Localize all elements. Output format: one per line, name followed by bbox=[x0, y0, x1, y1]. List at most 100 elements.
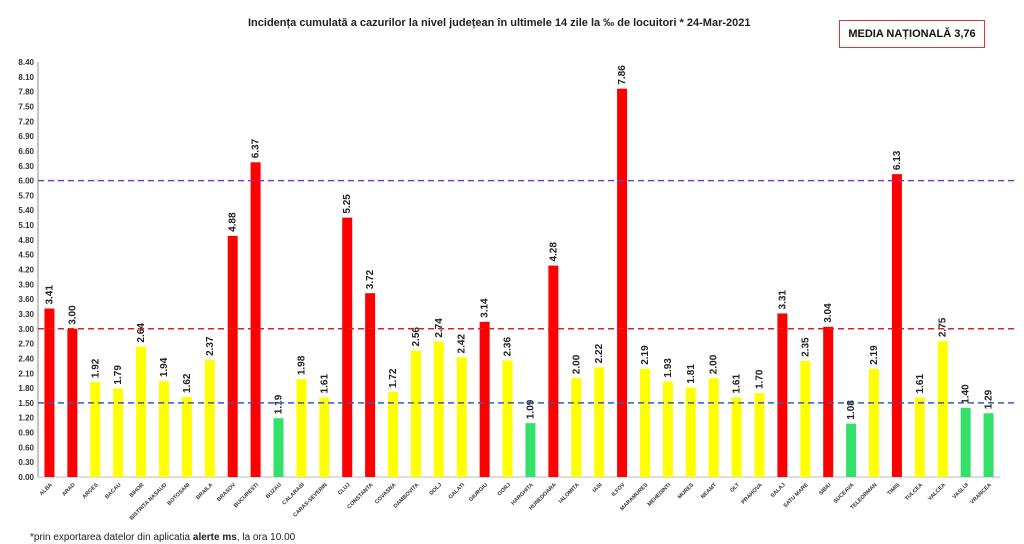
bar bbox=[44, 308, 55, 477]
bar bbox=[502, 360, 513, 477]
data-label: 1.61 bbox=[732, 374, 743, 394]
data-label: 4.88 bbox=[228, 212, 239, 232]
y-tick-label: 5.70 bbox=[18, 191, 34, 200]
bar bbox=[158, 381, 169, 477]
bar bbox=[639, 368, 650, 477]
bar bbox=[479, 321, 490, 477]
data-label: 1.94 bbox=[159, 357, 170, 377]
data-label: 1.29 bbox=[984, 389, 995, 409]
y-tick-label: 3.60 bbox=[18, 295, 34, 304]
x-tick-label: CLUJ bbox=[337, 482, 351, 496]
x-tick-label: BRASOV bbox=[216, 482, 237, 503]
x-tick-label: SATU MARE bbox=[783, 482, 810, 509]
x-tick-label: HARGHITA bbox=[510, 482, 534, 506]
data-label: 1.62 bbox=[182, 373, 193, 393]
bar bbox=[388, 392, 399, 477]
data-label: 1.92 bbox=[90, 358, 101, 378]
x-tick-label: BRAILA bbox=[195, 482, 214, 501]
y-tick-label: 8.40 bbox=[18, 58, 34, 67]
data-label: 1.61 bbox=[319, 374, 330, 394]
footnote-prefix: *prin exportarea datelor din aplicatia bbox=[30, 532, 193, 543]
data-label: 1.61 bbox=[915, 374, 926, 394]
x-tick-label: COVASNA bbox=[374, 482, 397, 505]
bar bbox=[204, 359, 215, 477]
data-label: 2.42 bbox=[457, 334, 468, 354]
y-tick-label: 1.20 bbox=[18, 414, 34, 423]
bar bbox=[891, 174, 902, 477]
bar bbox=[960, 407, 971, 477]
x-tick-label: MURES bbox=[677, 482, 696, 501]
x-tick-label: ARAD bbox=[61, 482, 76, 497]
data-label: 1.08 bbox=[846, 400, 857, 420]
y-tick-label: 6.90 bbox=[18, 132, 34, 141]
data-label: 2.19 bbox=[640, 345, 651, 365]
y-tick-label: 2.10 bbox=[18, 369, 34, 378]
x-tick-label: SALAJ bbox=[770, 482, 787, 499]
data-label: 2.00 bbox=[571, 354, 582, 374]
x-tick-label: TULCEA bbox=[904, 482, 924, 502]
y-tick-label: 4.50 bbox=[18, 251, 34, 260]
y-tick-label: 0.00 bbox=[18, 473, 34, 482]
y-tick-label: 5.40 bbox=[18, 206, 34, 215]
y-tick-label: 5.10 bbox=[18, 221, 34, 230]
x-tick-label: BUZAU bbox=[265, 482, 283, 500]
bar bbox=[365, 293, 376, 477]
data-label: 2.74 bbox=[434, 318, 445, 338]
bar bbox=[777, 313, 788, 477]
x-tick-label: DOLJ bbox=[429, 482, 444, 497]
y-tick-label: 7.80 bbox=[18, 88, 34, 97]
data-label: 1.19 bbox=[274, 394, 285, 414]
x-tick-label: VRANCEA bbox=[969, 482, 992, 505]
bar bbox=[319, 397, 330, 477]
x-tick-label: SUCEAVA bbox=[833, 482, 856, 505]
bar bbox=[113, 388, 124, 477]
bar bbox=[800, 360, 811, 477]
x-tick-label: ARGES bbox=[82, 482, 100, 500]
y-tick-label: 3.30 bbox=[18, 310, 34, 319]
bar bbox=[685, 387, 696, 477]
x-tick-label: IALOMITA bbox=[558, 482, 581, 505]
data-label: 4.28 bbox=[548, 242, 559, 262]
data-label: 7.86 bbox=[617, 65, 628, 85]
data-label: 3.00 bbox=[67, 305, 78, 325]
bar bbox=[846, 423, 857, 477]
data-label: 6.37 bbox=[251, 138, 262, 158]
data-label: 1.79 bbox=[113, 365, 124, 385]
footnote-bold: alerte ms bbox=[192, 532, 237, 543]
bar bbox=[296, 379, 307, 477]
bar bbox=[571, 378, 582, 477]
y-tick-label: 6.60 bbox=[18, 147, 34, 156]
y-tick-label: 7.50 bbox=[18, 102, 34, 111]
bar bbox=[594, 367, 605, 477]
footnote: *prin exportarea datelor din aplicatia a… bbox=[30, 532, 295, 543]
y-tick-label: 2.70 bbox=[18, 340, 34, 349]
y-tick-label: 2.40 bbox=[18, 354, 34, 363]
x-tick-label: NEAMT bbox=[700, 482, 719, 501]
bar bbox=[181, 396, 192, 477]
y-tick-label: 7.20 bbox=[18, 117, 34, 126]
data-label: 2.56 bbox=[411, 327, 422, 347]
y-tick-label: 1.50 bbox=[18, 399, 34, 408]
y-tick-label: 6.00 bbox=[18, 177, 34, 186]
data-label: 1.72 bbox=[388, 368, 399, 388]
x-tick-label: GALATI bbox=[448, 482, 467, 501]
x-tick-label: BOTOSANI bbox=[167, 482, 192, 507]
y-tick-label: 0.90 bbox=[18, 429, 34, 438]
bar bbox=[90, 382, 101, 477]
bar bbox=[548, 265, 559, 477]
x-tick-label: ILFOV bbox=[611, 482, 627, 498]
bar bbox=[662, 381, 673, 477]
x-tick-label: GORJ bbox=[497, 482, 512, 497]
x-tick-label: IASI bbox=[592, 482, 604, 494]
x-tick-label: BUCURESTI bbox=[233, 482, 260, 509]
x-tick-label: MEHEDINTI bbox=[647, 482, 673, 508]
y-tick-label: 4.80 bbox=[18, 236, 34, 245]
y-tick-label: 3.90 bbox=[18, 280, 34, 289]
bar bbox=[456, 357, 467, 477]
y-tick-label: 0.30 bbox=[18, 458, 34, 467]
bar bbox=[731, 397, 742, 477]
data-label: 6.13 bbox=[892, 150, 903, 170]
data-label: 3.14 bbox=[480, 298, 491, 318]
data-label: 3.41 bbox=[44, 285, 55, 305]
